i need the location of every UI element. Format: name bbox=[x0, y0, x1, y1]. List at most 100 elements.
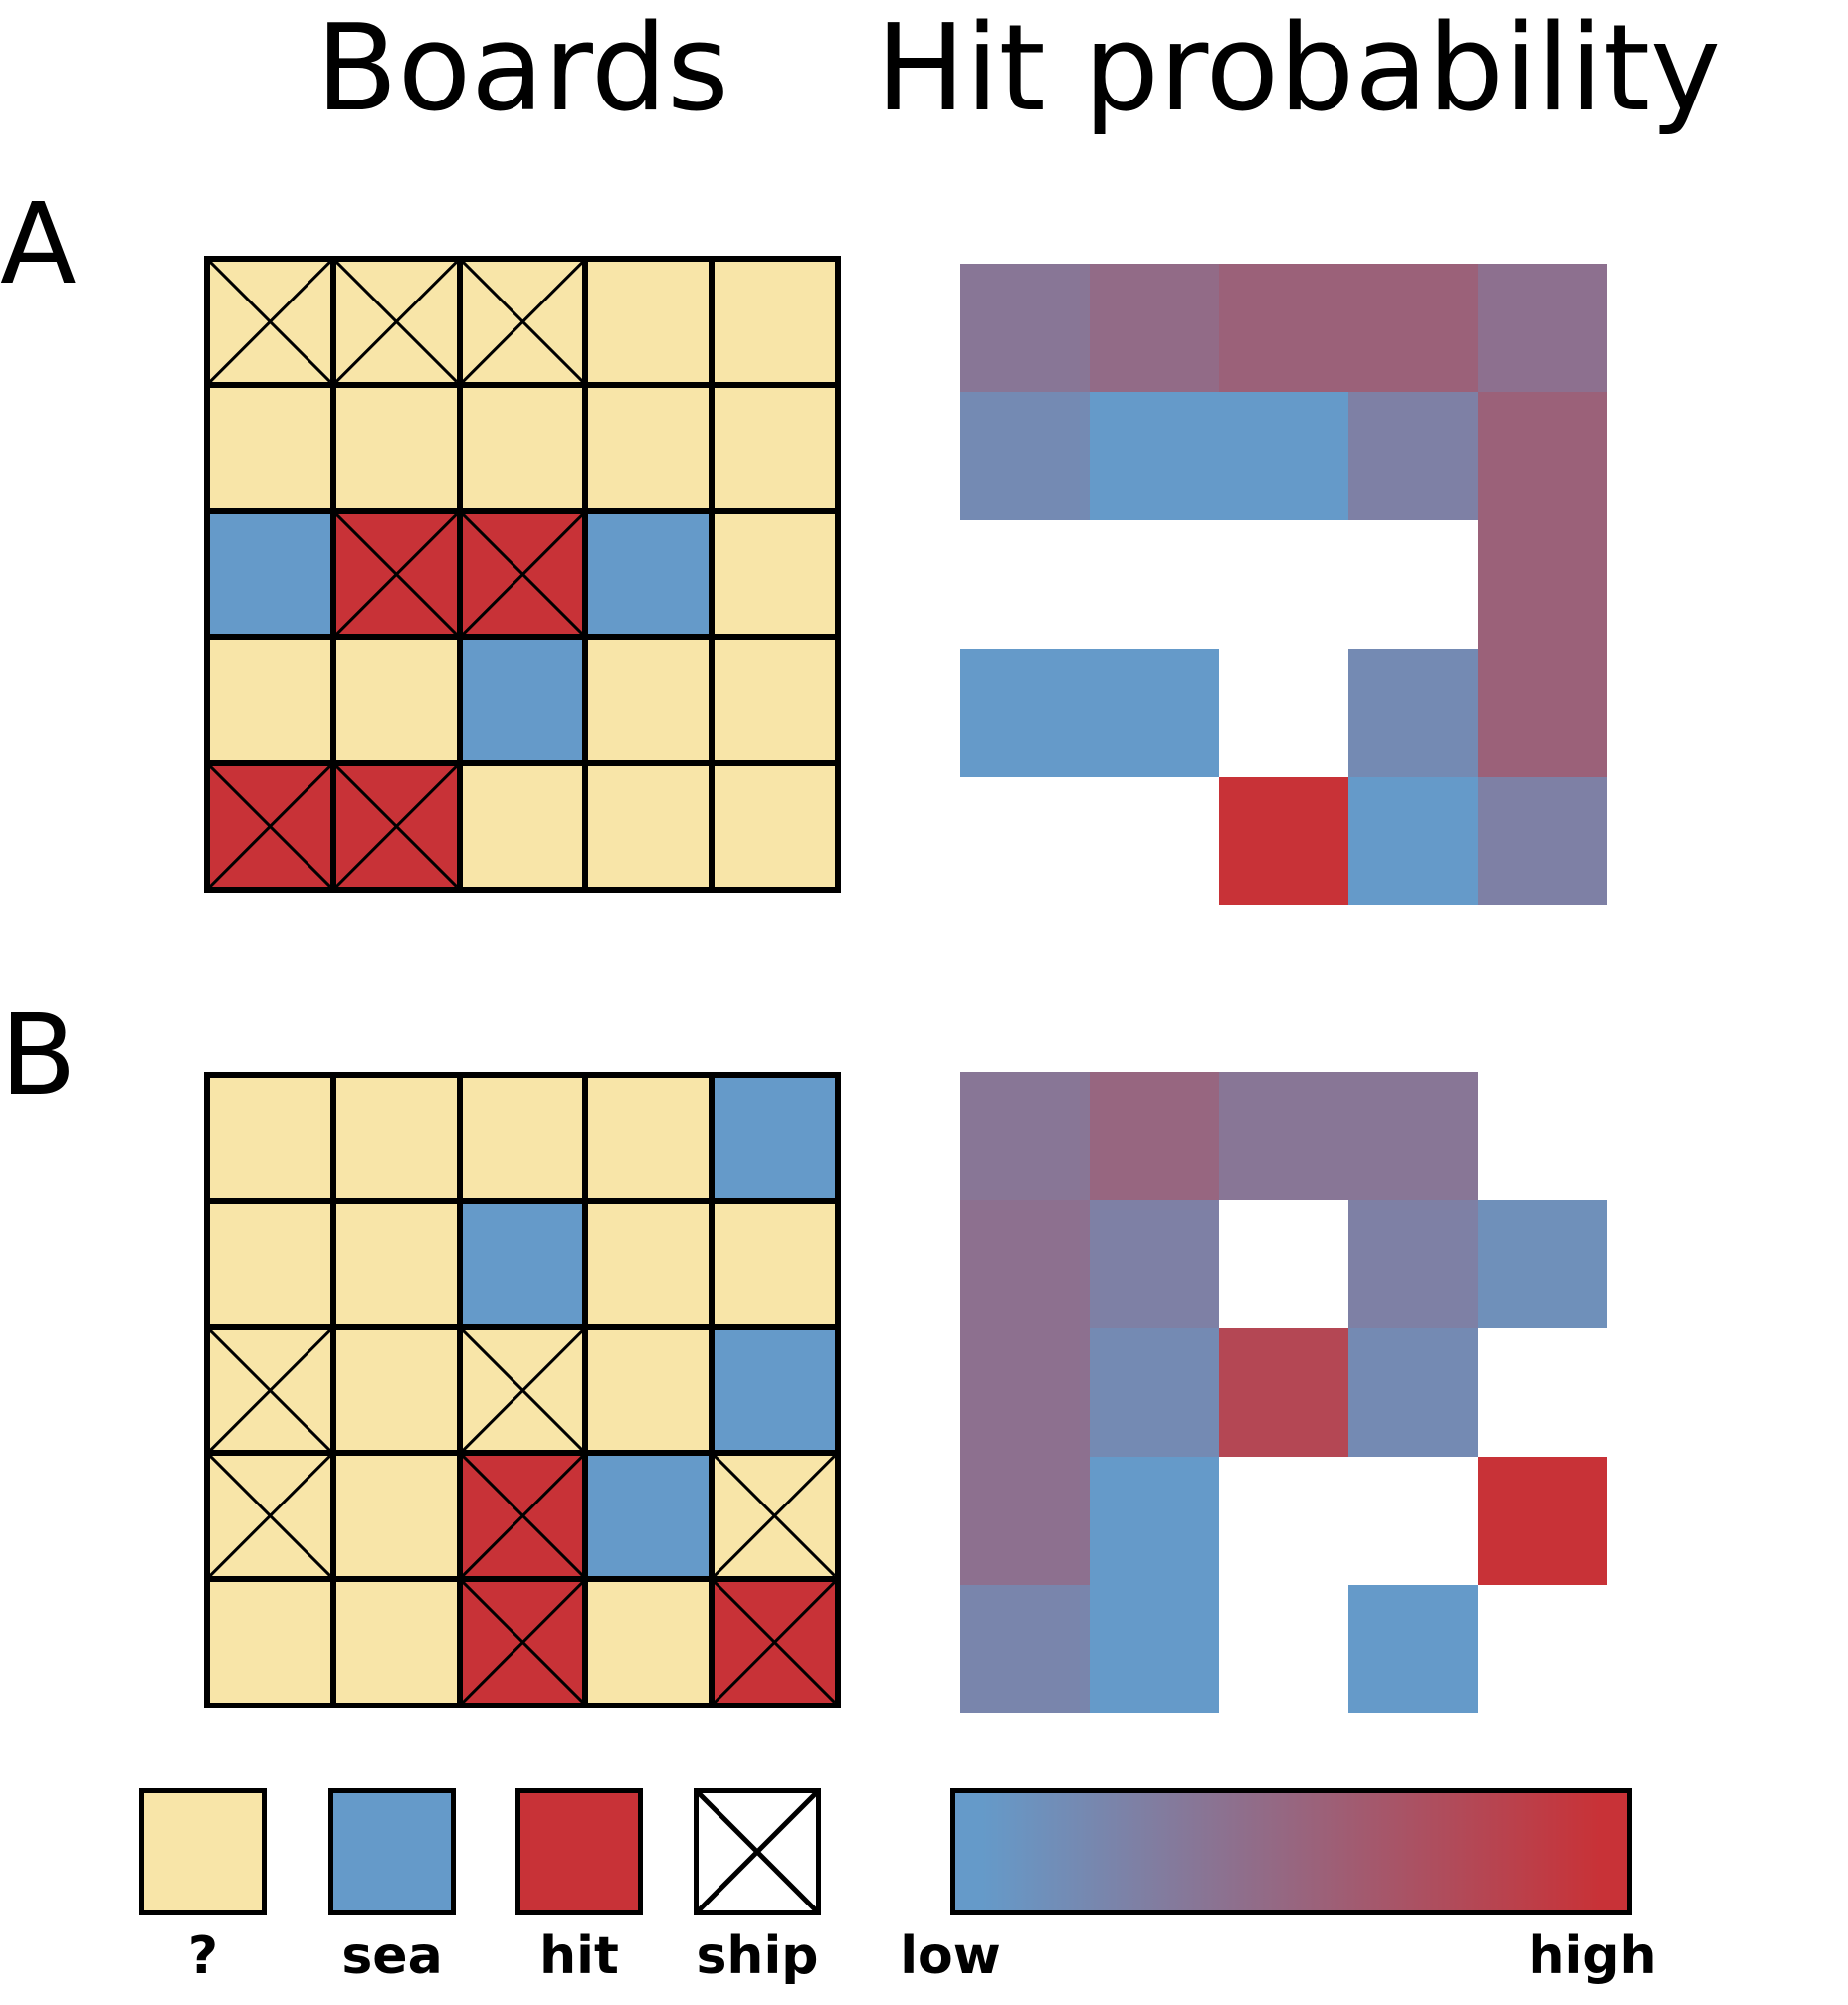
legend-label-sea: sea bbox=[341, 1926, 443, 1986]
probability-cell-r3c4 bbox=[1348, 1328, 1478, 1457]
board-cell-r4c4 bbox=[585, 1453, 713, 1580]
probability-cell-r1c2 bbox=[1090, 1072, 1219, 1200]
probability-cell-r1c4 bbox=[1348, 1072, 1478, 1200]
probability-cell-r3c3 bbox=[1219, 1328, 1348, 1457]
ship-cross-icon bbox=[715, 1582, 835, 1703]
probability-cell-r4c4 bbox=[1348, 1457, 1478, 1585]
board-cell-r2c3 bbox=[459, 1200, 586, 1327]
board-cell-r2c2 bbox=[332, 384, 460, 511]
board-cell-r3c1 bbox=[207, 510, 333, 638]
boards-column-title: Boards bbox=[315, 0, 729, 138]
board-cell-r3c4 bbox=[585, 1326, 713, 1454]
board-cell-r1c4 bbox=[585, 259, 713, 385]
probability-cell-r5c1 bbox=[960, 1585, 1090, 1713]
probability-cell-r3c2 bbox=[1090, 1328, 1219, 1457]
probability-cell-r3c5 bbox=[1478, 1328, 1607, 1457]
hit-probability-column-title: Hit probability bbox=[876, 0, 1722, 138]
board-cell-r2c5 bbox=[712, 1200, 838, 1327]
ship-cross-icon bbox=[463, 1456, 583, 1576]
board-cell-r3c4 bbox=[585, 510, 713, 638]
legend-label-hit: hit bbox=[539, 1926, 619, 1986]
probability-cell-r1c1 bbox=[960, 1072, 1090, 1200]
board-cell-r1c3 bbox=[459, 1075, 586, 1201]
probability-cell-r5c5 bbox=[1478, 1585, 1607, 1713]
probability-cell-r3c2 bbox=[1090, 520, 1219, 649]
probability-cell-r2c4 bbox=[1348, 1200, 1478, 1328]
probability-colorbar bbox=[950, 1788, 1632, 1915]
probability-cell-r2c4 bbox=[1348, 392, 1478, 520]
board-b bbox=[204, 1072, 841, 1708]
probability-cell-r1c3 bbox=[1219, 1072, 1348, 1200]
probability-cell-r4c2 bbox=[1090, 649, 1219, 777]
probability-cell-r5c3 bbox=[1219, 1585, 1348, 1713]
probability-cell-r4c1 bbox=[960, 1457, 1090, 1585]
probability-cell-r2c5 bbox=[1478, 392, 1607, 520]
board-cell-r2c4 bbox=[585, 384, 713, 511]
board-cell-r3c2 bbox=[332, 510, 460, 638]
hit-probability-map-a bbox=[960, 264, 1607, 905]
board-cell-r5c2 bbox=[332, 763, 460, 890]
board-cell-r5c5 bbox=[712, 1579, 838, 1705]
probability-cell-r2c2 bbox=[1090, 1200, 1219, 1328]
probability-cell-r1c3 bbox=[1219, 264, 1348, 392]
board-cell-r1c4 bbox=[585, 1075, 713, 1201]
ship-cross-icon bbox=[463, 262, 583, 382]
probability-cell-r1c5 bbox=[1478, 1072, 1607, 1200]
ship-cross-icon bbox=[463, 1582, 583, 1703]
probability-cell-r2c3 bbox=[1219, 1200, 1348, 1328]
ship-cross-icon bbox=[210, 766, 330, 887]
board-a bbox=[204, 256, 841, 893]
probability-cell-r1c2 bbox=[1090, 264, 1219, 392]
probability-cell-r5c2 bbox=[1090, 777, 1219, 905]
probability-cell-r3c4 bbox=[1348, 520, 1478, 649]
probability-cell-r2c5 bbox=[1478, 1200, 1607, 1328]
ship-cross-icon bbox=[336, 766, 457, 887]
probability-cell-r3c1 bbox=[960, 520, 1090, 649]
probability-cell-r5c2 bbox=[1090, 1585, 1219, 1713]
board-cell-r5c1 bbox=[207, 763, 333, 890]
board-cell-r3c5 bbox=[712, 1326, 838, 1454]
ship-cross-icon bbox=[336, 514, 457, 635]
probability-cell-r3c1 bbox=[960, 1328, 1090, 1457]
legend-swatch-hit bbox=[515, 1788, 643, 1915]
board-cell-r5c4 bbox=[585, 763, 713, 890]
probability-cell-r5c4 bbox=[1348, 777, 1478, 905]
probability-cell-r4c3 bbox=[1219, 649, 1348, 777]
board-cell-r2c1 bbox=[207, 384, 333, 511]
colorbar-low-label: low bbox=[900, 1926, 1001, 1986]
probability-cell-r2c3 bbox=[1219, 392, 1348, 520]
board-cell-r4c2 bbox=[332, 1453, 460, 1580]
board-cell-r1c2 bbox=[332, 1075, 460, 1201]
ship-cross-icon bbox=[715, 1456, 835, 1576]
board-cell-r5c1 bbox=[207, 1579, 333, 1705]
probability-cell-r4c3 bbox=[1219, 1457, 1348, 1585]
legend-swatch-unknown bbox=[139, 1788, 267, 1915]
legend-label-unknown: ? bbox=[187, 1926, 219, 1986]
board-cell-r4c4 bbox=[585, 637, 713, 764]
board-cell-r4c3 bbox=[459, 637, 586, 764]
legend-label-ship: ship bbox=[696, 1926, 819, 1986]
colorbar-high-label: high bbox=[1528, 1926, 1657, 1986]
probability-cell-r2c1 bbox=[960, 1200, 1090, 1328]
probability-cell-r4c5 bbox=[1478, 649, 1607, 777]
board-cell-r4c1 bbox=[207, 637, 333, 764]
board-cell-r1c1 bbox=[207, 259, 333, 385]
probability-cell-r1c5 bbox=[1478, 264, 1607, 392]
board-cell-r2c1 bbox=[207, 1200, 333, 1327]
board-cell-r1c5 bbox=[712, 259, 838, 385]
board-cell-r3c5 bbox=[712, 510, 838, 638]
probability-cell-r1c1 bbox=[960, 264, 1090, 392]
ship-cross-icon bbox=[463, 1330, 583, 1451]
board-cell-r1c1 bbox=[207, 1075, 333, 1201]
hit-probability-map-b bbox=[960, 1072, 1607, 1713]
board-cell-r3c3 bbox=[459, 510, 586, 638]
panel-label-b: B bbox=[0, 991, 77, 1120]
probability-cell-r5c4 bbox=[1348, 1585, 1478, 1713]
board-cell-r3c1 bbox=[207, 1326, 333, 1454]
board-cell-r4c1 bbox=[207, 1453, 333, 1580]
board-cell-r5c3 bbox=[459, 1579, 586, 1705]
probability-cell-r2c1 bbox=[960, 392, 1090, 520]
board-cell-r4c2 bbox=[332, 637, 460, 764]
probability-cell-r3c5 bbox=[1478, 520, 1607, 649]
board-cell-r4c3 bbox=[459, 1453, 586, 1580]
